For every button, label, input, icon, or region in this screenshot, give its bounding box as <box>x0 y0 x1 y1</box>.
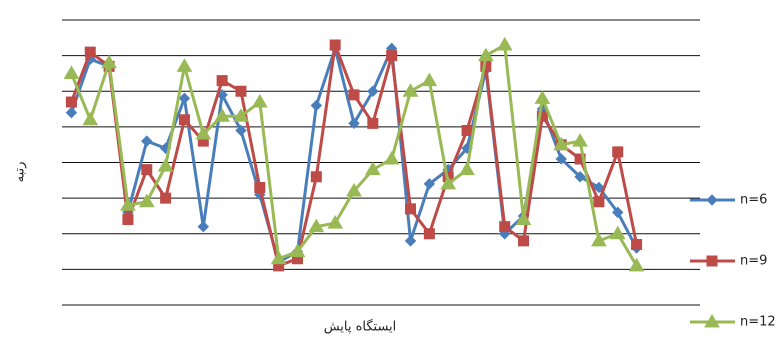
marker <box>423 178 436 190</box>
marker <box>63 65 80 79</box>
marker <box>65 96 77 108</box>
marker <box>82 111 99 126</box>
marker <box>364 161 381 176</box>
marker <box>310 99 323 112</box>
marker <box>157 158 174 172</box>
marker <box>233 108 249 122</box>
marker <box>593 181 605 194</box>
legend-marker <box>706 255 718 267</box>
marker <box>572 133 588 147</box>
marker <box>478 47 494 62</box>
marker <box>254 181 266 193</box>
marker <box>270 250 287 265</box>
marker <box>348 89 360 101</box>
marker <box>423 228 435 240</box>
marker <box>553 136 570 151</box>
marker <box>461 124 473 136</box>
marker <box>308 218 325 233</box>
marker <box>178 114 190 126</box>
legend-marker <box>704 314 720 328</box>
marker <box>160 192 172 204</box>
marker <box>327 215 344 229</box>
marker <box>310 171 322 183</box>
marker <box>609 225 626 240</box>
marker <box>176 58 193 72</box>
marker <box>405 203 417 215</box>
marker <box>367 117 379 129</box>
marker <box>289 243 306 258</box>
marker <box>235 85 247 97</box>
marker <box>628 257 645 272</box>
marker <box>65 106 78 119</box>
marker <box>499 221 511 233</box>
series-line <box>70 42 638 267</box>
marker <box>612 146 624 158</box>
marker <box>496 36 513 51</box>
marker <box>138 193 155 208</box>
marker <box>348 117 360 130</box>
marker <box>197 220 209 233</box>
marker <box>612 206 624 219</box>
marker <box>141 164 153 176</box>
marker <box>440 175 457 190</box>
marker <box>84 46 96 58</box>
x-axis-label: ایستگاه پایش <box>324 319 397 335</box>
marker <box>404 235 417 247</box>
marker <box>574 171 586 183</box>
marker <box>101 54 117 69</box>
marker <box>251 93 268 108</box>
marker <box>178 92 191 105</box>
marker <box>459 161 475 176</box>
legend-label: n=12 <box>740 315 776 330</box>
marker <box>386 50 398 62</box>
marker <box>216 75 228 87</box>
marker <box>141 135 153 147</box>
marker <box>195 126 212 140</box>
marker <box>367 85 379 97</box>
marker <box>515 211 532 225</box>
marker <box>346 183 362 197</box>
y-axis-label: رتبه <box>13 162 28 183</box>
marker <box>235 124 247 137</box>
legend-marker <box>706 194 718 206</box>
marker <box>421 72 438 87</box>
legend-label: n=6 <box>740 193 767 208</box>
marker <box>120 197 136 211</box>
marker <box>214 108 230 122</box>
legend-label: n=9 <box>740 254 767 269</box>
marker <box>402 83 419 97</box>
series-line <box>70 42 638 265</box>
marker <box>591 232 607 247</box>
series-line <box>70 44 639 268</box>
marker <box>518 235 530 247</box>
marker <box>329 39 341 51</box>
marker <box>122 214 134 225</box>
marker <box>534 90 551 104</box>
marker <box>555 153 567 165</box>
marker <box>383 150 400 165</box>
marker <box>631 238 643 250</box>
marker <box>593 196 605 208</box>
